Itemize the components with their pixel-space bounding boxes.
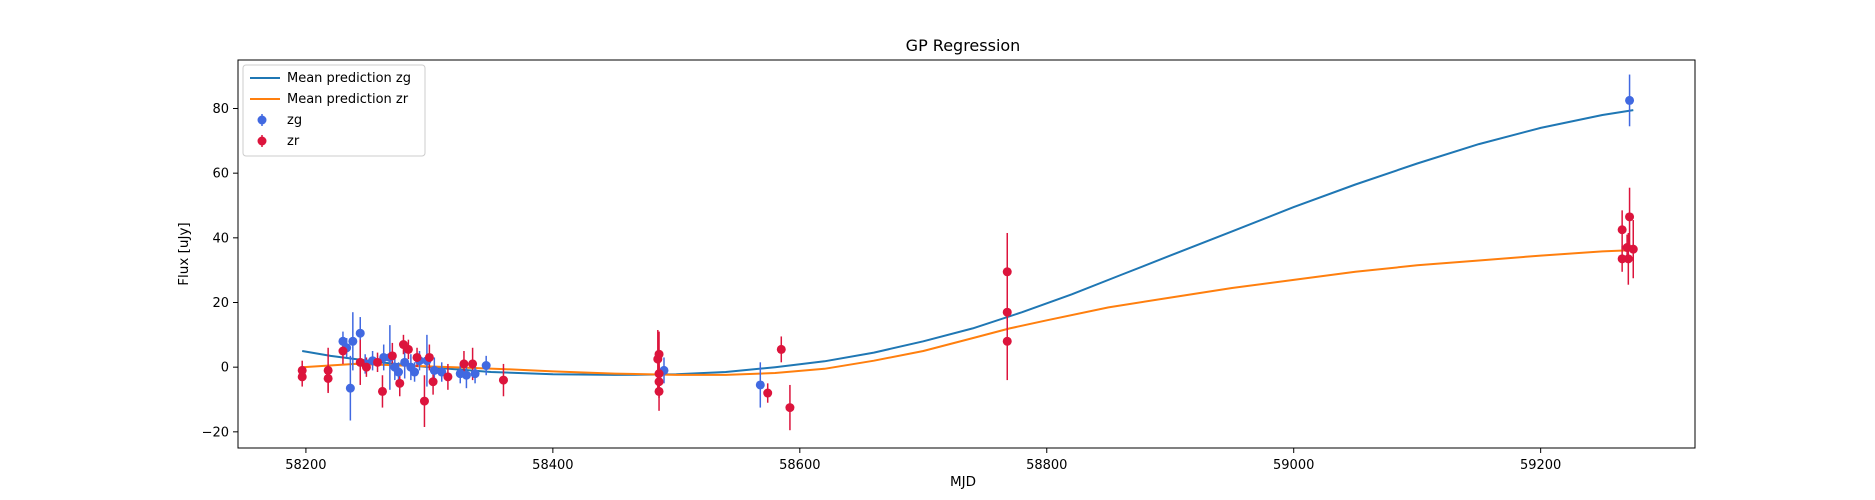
legend-label-zg-mean: Mean prediction zg — [287, 71, 411, 86]
legend-marker-zg — [258, 116, 267, 125]
data-point-zg — [462, 371, 471, 380]
y-axis: −20 0 20 40 60 80 — [202, 102, 238, 440]
legend-label-zr: zr — [287, 134, 300, 149]
data-point-zg — [410, 368, 419, 377]
data-point-zr — [338, 347, 347, 356]
x-tick-label: 59200 — [1520, 458, 1561, 473]
data-point-zg — [348, 337, 357, 346]
data-point-zr — [388, 351, 397, 360]
legend-label-zg: zg — [287, 113, 302, 128]
data-point-zr — [1618, 225, 1627, 234]
x-tick-label: 58800 — [1026, 458, 1067, 473]
data-point-zr — [425, 353, 434, 362]
data-point-zg — [1625, 96, 1634, 105]
data-point-zr — [324, 374, 333, 383]
data-point-zr — [378, 387, 387, 396]
data-point-zr — [1624, 254, 1633, 263]
data-point-zr — [373, 358, 382, 367]
data-point-zr — [459, 359, 468, 368]
legend: Mean prediction zg Mean prediction zr zg… — [243, 65, 425, 156]
x-tick-label: 58400 — [532, 458, 573, 473]
y-tick-label: 0 — [221, 361, 229, 376]
data-point-zr — [1629, 245, 1638, 254]
data-point-zr — [1625, 212, 1634, 221]
x-axis: 58200 58400 58600 58800 59000 59200 — [285, 448, 1561, 473]
y-tick-label: 60 — [212, 167, 229, 182]
data-point-zr — [404, 345, 413, 354]
data-point-zr — [655, 350, 664, 359]
y-tick-label: 80 — [212, 102, 229, 117]
data-point-zr — [1003, 337, 1012, 346]
plot-area — [238, 60, 1695, 448]
data-point-zr — [499, 376, 508, 385]
data-point-zg — [430, 366, 439, 375]
data-point-zr — [1003, 308, 1012, 317]
data-point-zr — [655, 377, 664, 386]
data-point-zg — [356, 329, 365, 338]
data-point-zr — [413, 353, 422, 362]
data-point-zg — [756, 380, 765, 389]
x-axis-title: MJD — [950, 474, 976, 490]
data-point-zr — [429, 377, 438, 386]
data-point-zr — [655, 387, 664, 396]
data-point-zr — [468, 359, 477, 368]
y-axis-title: Flux [uJy] — [176, 222, 192, 285]
data-point-zg — [482, 361, 491, 370]
data-point-zr — [1003, 267, 1012, 276]
data-point-zr — [395, 379, 404, 388]
x-tick-label: 59000 — [1273, 458, 1314, 473]
data-point-zr — [420, 397, 429, 406]
data-point-zr — [298, 372, 307, 381]
data-point-zr — [324, 366, 333, 375]
data-point-zg — [471, 369, 480, 378]
x-tick-label: 58200 — [285, 458, 326, 473]
data-point-zr — [763, 389, 772, 398]
x-tick-label: 58600 — [779, 458, 820, 473]
y-tick-label: 20 — [212, 296, 229, 311]
chart-title: GP Regression — [906, 36, 1021, 55]
y-tick-label: 40 — [212, 231, 229, 246]
data-point-zg — [394, 368, 403, 377]
data-point-zr — [362, 363, 371, 372]
y-tick-label: −20 — [202, 425, 229, 440]
data-point-zr — [655, 369, 664, 378]
data-point-zr — [443, 372, 452, 381]
legend-label-zr-mean: Mean prediction zr — [287, 92, 409, 107]
data-point-zg — [346, 384, 355, 393]
data-point-zr — [777, 345, 786, 354]
legend-marker-zr — [258, 137, 267, 146]
data-point-zr — [785, 403, 794, 412]
